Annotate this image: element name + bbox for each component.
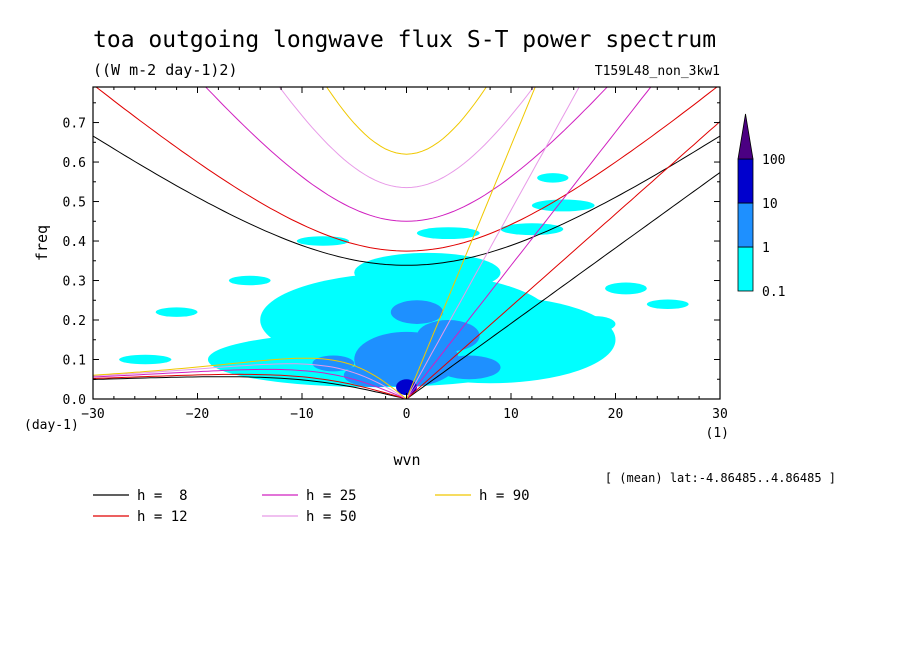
legend: h = 8 h = 12 h = 25 h = 50 h = 90 <box>93 488 530 525</box>
x-tick-label: 30 <box>712 407 728 422</box>
legend-label: h = 50 <box>306 509 357 525</box>
y-tick-label: 0.0 <box>63 393 86 408</box>
power-region-0p1 <box>119 354 172 365</box>
y-tick-label: 0.2 <box>63 314 86 329</box>
colorbar-swatch <box>737 246 754 292</box>
power-region-0p1 <box>531 199 595 212</box>
power-region-0p1 <box>605 282 647 295</box>
power-region-1 <box>437 355 501 380</box>
power-region-1 <box>312 355 355 372</box>
x-tick-label: −10 <box>290 407 313 422</box>
curve-h8-kelvin <box>406 172 720 399</box>
legend-label: h = 8 <box>137 488 188 504</box>
curve-h25-ig <box>205 87 608 222</box>
y-tick-label: 0.1 <box>63 354 86 369</box>
run-name: T159L48_non_3kw1 <box>595 64 720 79</box>
y-axis-label: freq <box>33 225 51 261</box>
legend-label: h = 12 <box>137 509 188 525</box>
legend-label: h = 25 <box>306 488 357 504</box>
y-tick-label: 0.7 <box>63 117 86 132</box>
chart-units: ((W m-2 day-1)2) <box>93 61 238 79</box>
colorbar-swatch <box>737 202 754 248</box>
curve-h50-ig <box>278 87 535 189</box>
x-tick-label: −30 <box>81 407 104 422</box>
power-region-0p1 <box>537 173 569 183</box>
power-region-0p1 <box>500 223 564 236</box>
curve-h50-kelvin <box>406 87 580 399</box>
curve-h90-rossby <box>93 357 407 399</box>
power-region-0p1 <box>296 236 350 246</box>
power-region-0p1 <box>228 275 271 286</box>
latitude-annotation: [ (mean) lat:-4.86485..4.86485 ] <box>605 471 836 485</box>
x-tick-label: 20 <box>608 407 624 422</box>
power-shading <box>119 173 689 396</box>
x-tick-label: 0 <box>403 407 411 422</box>
colorbar: 0.1 1 10 100 <box>737 113 785 300</box>
axis-ticks: −30 −20 −10 0 10 20 30 0.0 0.1 0.2 0.3 0.4 0.5 0.6 0.7 <box>63 87 728 422</box>
colorbar-swatch <box>737 158 754 204</box>
power-region-0p1 <box>573 316 616 332</box>
y-tick-label: 0.4 <box>63 235 87 250</box>
curve-h8-rossby <box>93 376 407 399</box>
chart-title: toa outgoing longwave flux S-T power spe… <box>93 27 716 53</box>
legend-label: h = 90 <box>479 488 530 504</box>
curve-h12-ig <box>95 87 718 252</box>
power-region-0p1 <box>416 227 480 240</box>
x-axis-label: wvn <box>393 451 420 469</box>
colorbar-label: 1 <box>762 241 770 256</box>
y-tick-label: 0.3 <box>63 275 86 290</box>
y-axis-unit: (day-1) <box>24 418 79 433</box>
power-region-10 <box>396 379 417 396</box>
curve-h50-rossby <box>93 363 407 399</box>
x-axis-unit: (1) <box>706 426 729 441</box>
power-region-1 <box>416 320 480 352</box>
x-tick-label: 10 <box>503 407 519 422</box>
power-region-1 <box>390 300 444 324</box>
y-tick-label: 0.5 <box>63 196 86 211</box>
y-tick-label: 0.6 <box>63 156 86 171</box>
colorbar-extend-arrow <box>737 113 754 160</box>
colorbar-label: 10 <box>762 197 778 212</box>
curve-h8-ig <box>93 135 720 266</box>
curve-h25-rossby <box>93 368 407 399</box>
curve-h12-rossby <box>93 373 407 399</box>
curve-h25-kelvin <box>406 87 652 399</box>
power-region-0p1 <box>155 307 198 317</box>
curve-h12-kelvin <box>406 121 720 399</box>
curve-h90-kelvin <box>406 87 536 399</box>
x-tick-label: −20 <box>186 407 209 422</box>
power-region-0p1 <box>646 299 689 309</box>
colorbar-label: 100 <box>762 153 785 168</box>
plot-area: −30 −20 −10 0 10 20 30 0.0 0.1 0.2 0.3 0.4 0.5 0.6 0.7 <box>63 86 728 422</box>
curve-h90-ig <box>326 87 487 155</box>
dispersion-curves <box>93 87 720 399</box>
colorbar-label: 0.1 <box>762 285 785 300</box>
power-region-0p1 <box>354 252 501 293</box>
